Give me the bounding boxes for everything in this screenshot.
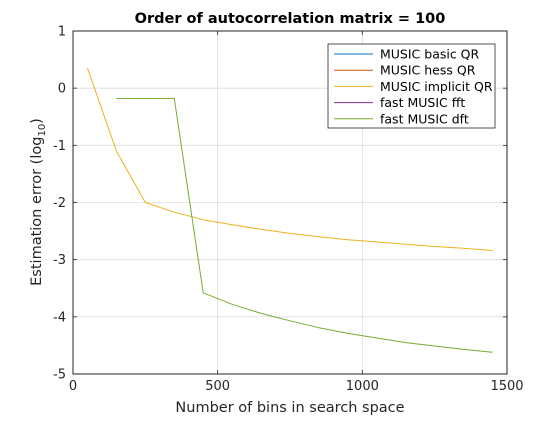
y-axis-title: Estimation error (log10) — [29, 118, 48, 286]
y-axis-title-subscript: 10 — [37, 124, 48, 137]
x-tick-label: 0 — [69, 379, 77, 394]
legend-entry-label: MUSIC basic QR — [380, 47, 480, 62]
chart-title: Order of autocorrelation matrix = 100 — [135, 11, 446, 27]
y-axis-title-main: Estimation error (log — [29, 137, 45, 286]
x-tick-label: 500 — [205, 379, 230, 394]
y-tick-label: 1 — [58, 25, 66, 40]
legend-entry-label: MUSIC implicit QR — [380, 79, 493, 94]
y-axis-title-tail: ) — [29, 118, 45, 124]
legend-entry-label: MUSIC hess QR — [380, 63, 476, 78]
y-tick-label: 0 — [58, 82, 66, 97]
x-axis-title: Number of bins in search space — [175, 400, 404, 416]
x-tick-label: 1500 — [490, 379, 523, 394]
legend-entry-label: fast MUSIC fft — [380, 95, 465, 110]
legend-entry-label: fast MUSIC dft — [380, 111, 469, 126]
y-tick-label: -4 — [53, 310, 66, 325]
x-tick-label: 1000 — [346, 379, 379, 394]
y-tick-label: -2 — [53, 196, 66, 211]
y-tick-label: -5 — [53, 368, 66, 383]
y-tick-label: -3 — [53, 253, 66, 268]
y-tick-label: -1 — [53, 139, 66, 154]
